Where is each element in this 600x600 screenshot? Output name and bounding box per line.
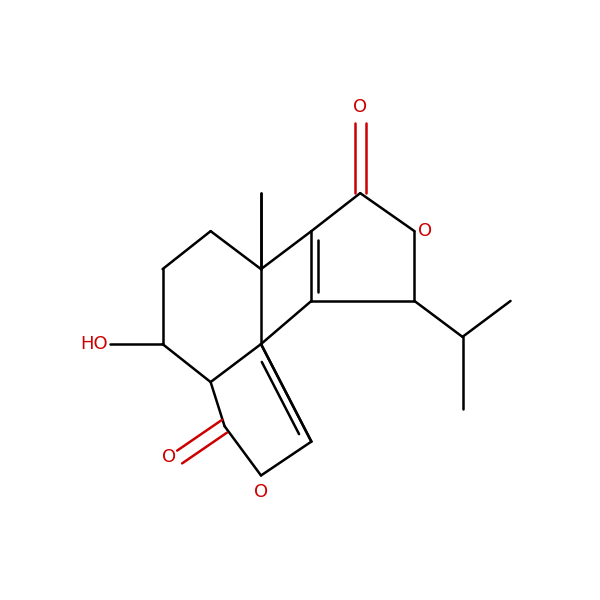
Text: O: O bbox=[162, 448, 176, 466]
Text: O: O bbox=[254, 483, 268, 501]
Text: HO: HO bbox=[80, 335, 107, 353]
Text: O: O bbox=[353, 98, 367, 116]
Text: O: O bbox=[418, 222, 432, 240]
